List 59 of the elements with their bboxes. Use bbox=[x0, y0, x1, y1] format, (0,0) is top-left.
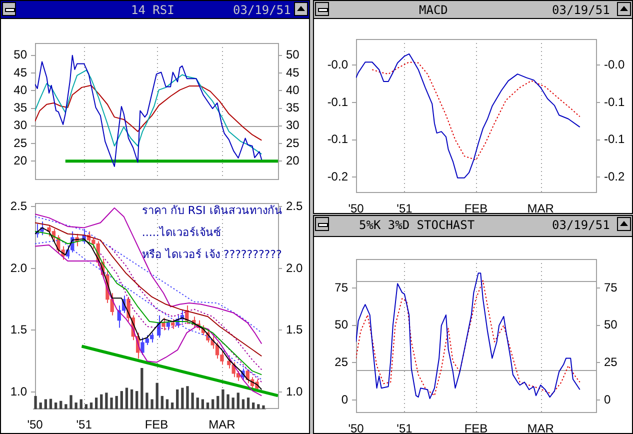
y-tick-label: 50 bbox=[14, 48, 28, 62]
x-tick-label: '50 bbox=[27, 418, 44, 432]
y-tick-label: 20 bbox=[14, 153, 28, 168]
y-tick-label: 1.5 bbox=[10, 322, 28, 337]
y2-tick-label: 40 bbox=[286, 82, 300, 97]
x-tick-label: '50 bbox=[348, 422, 364, 434]
y-tick-label: 30 bbox=[14, 118, 28, 132]
chart-title: MACD bbox=[419, 3, 448, 17]
y2-tick-label: 45 bbox=[286, 65, 300, 80]
chart-subtitle: 03/19/51 bbox=[233, 3, 291, 17]
y-tick-label: 2.0 bbox=[10, 260, 28, 275]
x-tick-label: FEB bbox=[144, 418, 168, 432]
y2-tick-label: -0.2 bbox=[604, 169, 626, 184]
x-tick-label: FEB bbox=[464, 202, 488, 216]
x-tick-label: '50 bbox=[348, 202, 364, 216]
y-tick-label: 25 bbox=[334, 355, 348, 370]
y2-tick-label: 30 bbox=[286, 118, 300, 132]
y2-tick-label: 0 bbox=[604, 392, 611, 406]
y-tick-label: -0.1 bbox=[327, 132, 348, 146]
y-tick-label: -0.0 bbox=[327, 57, 348, 72]
x-tick-label: '51 bbox=[396, 202, 413, 216]
x-tick-label: MAR bbox=[527, 202, 554, 216]
y-tick-label: -0.1 bbox=[327, 94, 348, 109]
y-tick-label: 25 bbox=[14, 136, 28, 150]
y-tick-label: 35 bbox=[14, 100, 28, 115]
y2-tick-label: 20 bbox=[286, 153, 300, 168]
y2-tick-label: 1.5 bbox=[286, 322, 304, 337]
y2-tick-label: 25 bbox=[604, 355, 618, 370]
chart-subtitle: 03/19/51 bbox=[552, 3, 610, 17]
y2-tick-label: 1.0 bbox=[286, 384, 304, 398]
y-tick-label: 2.5 bbox=[10, 199, 28, 214]
y2-tick-label: 75 bbox=[604, 280, 618, 294]
x-tick-label: MAR bbox=[208, 418, 236, 432]
y2-tick-label: -0.1 bbox=[604, 94, 626, 109]
y-tick-label: 40 bbox=[14, 82, 28, 97]
annotation: .....ไดเวอร์เจ้นซ์ bbox=[142, 226, 222, 239]
chart-subtitle: 03/19/51 bbox=[552, 218, 610, 232]
y2-tick-label: 50 bbox=[286, 48, 300, 62]
annotation: หรือ ไดเวอร์ เจ้ง ?????????? bbox=[142, 248, 282, 261]
y-tick-label: 75 bbox=[334, 280, 348, 294]
chart-title: 14 RSI bbox=[131, 3, 174, 17]
x-tick-label: MAR bbox=[527, 422, 554, 434]
y2-tick-label: 2.0 bbox=[286, 260, 304, 275]
y2-tick-label: 25 bbox=[286, 136, 300, 150]
y-tick-label: 1.0 bbox=[10, 384, 28, 398]
annotation: ราคา กับ RSI เดินสวนทางกัน bbox=[142, 204, 282, 217]
x-tick-label: '51 bbox=[396, 422, 413, 434]
y-tick-label: 45 bbox=[14, 65, 28, 80]
y-tick-label: 0 bbox=[341, 392, 348, 406]
chart-title: 5%K 3%D STOCHAST bbox=[359, 218, 475, 232]
y2-tick-label: 2.5 bbox=[286, 199, 304, 214]
y-tick-label: -0.2 bbox=[327, 169, 348, 184]
y2-tick-label: 35 bbox=[286, 100, 300, 115]
x-tick-label: FEB bbox=[464, 422, 488, 434]
y2-tick-label: 50 bbox=[604, 318, 618, 332]
y2-tick-label: -0.0 bbox=[604, 57, 626, 72]
x-tick-label: '51 bbox=[76, 418, 92, 432]
y-tick-label: 50 bbox=[334, 318, 348, 332]
y2-tick-label: -0.1 bbox=[604, 132, 626, 146]
